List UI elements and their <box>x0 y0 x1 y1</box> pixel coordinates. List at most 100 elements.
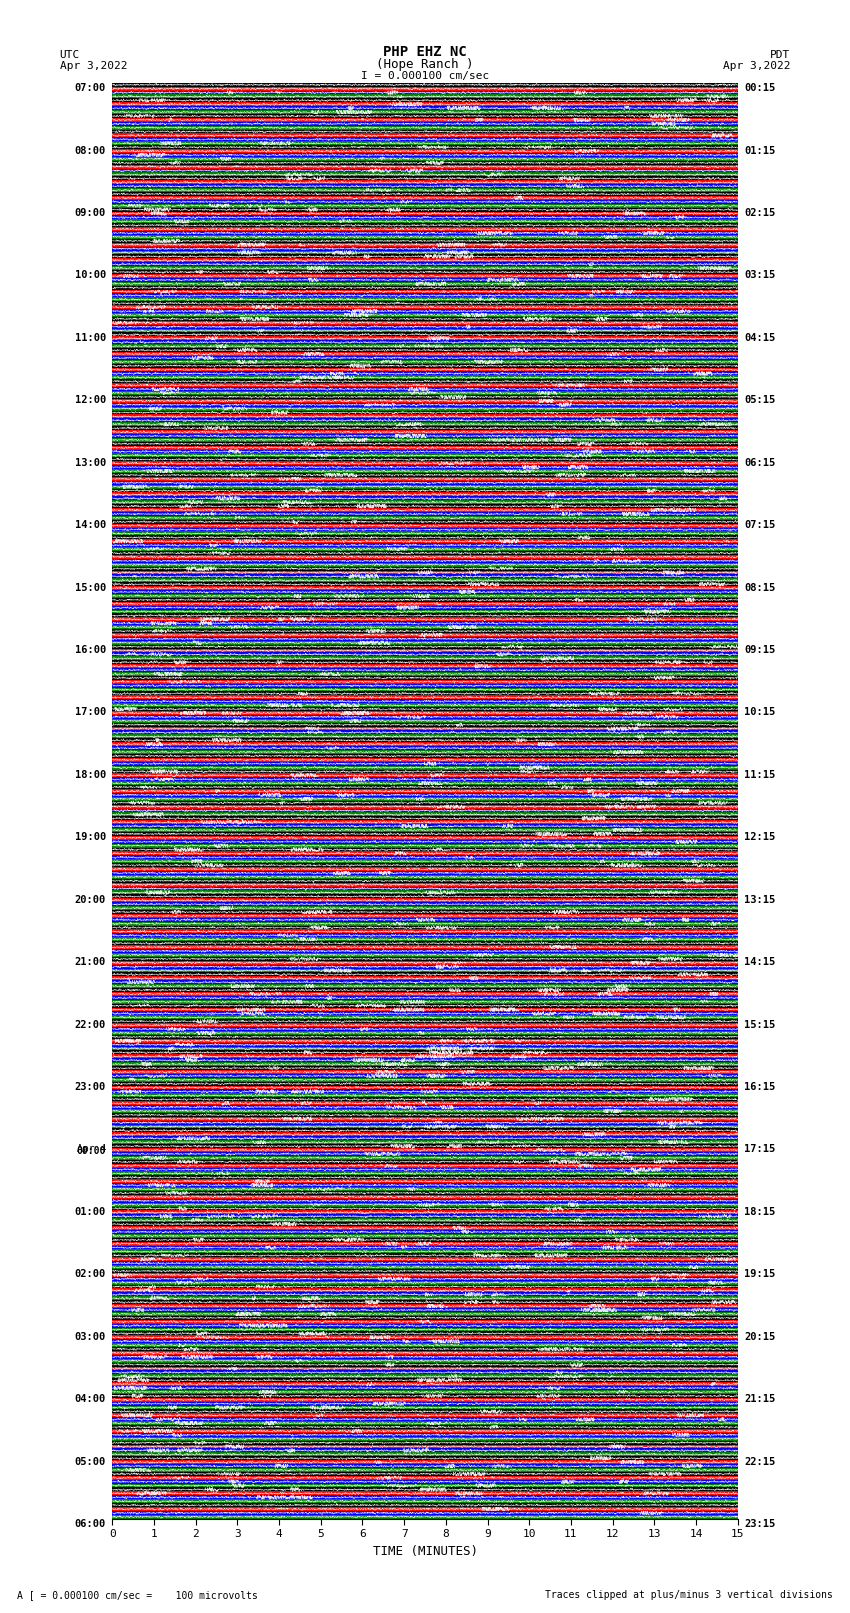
Bar <box>112 1129 738 1132</box>
Bar <box>112 726 738 731</box>
Bar <box>112 1390 738 1394</box>
Bar <box>112 898 738 902</box>
Bar <box>112 1110 738 1113</box>
Bar <box>112 1460 738 1465</box>
Bar <box>112 981 738 984</box>
Bar <box>112 926 738 929</box>
Bar <box>112 1495 738 1498</box>
Bar <box>112 337 738 340</box>
Bar <box>112 231 738 235</box>
Bar <box>112 871 738 874</box>
Text: 16:15: 16:15 <box>744 1082 775 1092</box>
Bar <box>112 1465 738 1468</box>
Bar <box>112 115 738 118</box>
Bar <box>112 1195 738 1198</box>
Bar <box>112 390 738 395</box>
Bar <box>112 637 738 640</box>
Text: 12:00: 12:00 <box>75 395 106 405</box>
Bar <box>112 703 738 706</box>
Bar <box>112 1418 738 1421</box>
Bar <box>112 1452 738 1457</box>
Bar <box>112 153 738 156</box>
Bar <box>112 1358 738 1363</box>
Bar <box>112 316 738 321</box>
Bar <box>112 208 738 211</box>
Text: 22:00: 22:00 <box>75 1019 106 1029</box>
Bar <box>112 519 738 524</box>
Bar <box>112 227 738 231</box>
Bar <box>112 469 738 473</box>
Bar <box>112 1094 738 1097</box>
Bar <box>112 1019 738 1023</box>
Bar <box>112 874 738 879</box>
Text: 09:00: 09:00 <box>75 208 106 218</box>
Bar <box>112 156 738 161</box>
Bar <box>112 192 738 195</box>
Bar <box>112 1437 738 1440</box>
Bar <box>112 376 738 379</box>
Bar <box>112 1429 738 1432</box>
Bar <box>112 1371 738 1374</box>
Bar <box>112 250 738 255</box>
Bar <box>112 656 738 660</box>
Bar <box>112 921 738 926</box>
Bar <box>112 321 738 324</box>
Bar <box>112 1269 738 1273</box>
Text: 04:00: 04:00 <box>75 1394 106 1405</box>
Bar <box>112 855 738 860</box>
Bar <box>112 652 738 656</box>
Bar <box>112 965 738 968</box>
Bar <box>112 1421 738 1424</box>
Bar <box>112 731 738 734</box>
Bar <box>112 269 738 274</box>
Bar <box>112 1082 738 1086</box>
Bar <box>112 406 738 411</box>
Bar <box>112 665 738 668</box>
Bar <box>112 453 738 458</box>
Bar <box>112 1289 738 1292</box>
Text: 20:15: 20:15 <box>744 1332 775 1342</box>
Bar <box>112 516 738 519</box>
Bar <box>112 992 738 995</box>
Bar <box>112 1311 738 1316</box>
Bar <box>112 344 738 348</box>
Bar <box>112 371 738 376</box>
Bar <box>112 679 738 684</box>
Bar <box>112 961 738 965</box>
Bar <box>112 777 738 781</box>
Bar <box>112 1253 738 1257</box>
Bar <box>112 1331 738 1336</box>
Bar <box>112 200 738 203</box>
Bar <box>112 294 738 297</box>
Bar <box>112 148 738 153</box>
Bar <box>112 860 738 863</box>
Bar <box>112 368 738 371</box>
Bar <box>112 1140 738 1144</box>
Bar <box>112 968 738 973</box>
Bar <box>112 1479 738 1484</box>
Bar <box>112 747 738 750</box>
Bar <box>112 423 738 426</box>
Bar <box>112 500 738 505</box>
Bar <box>112 907 738 910</box>
Bar <box>112 356 738 360</box>
Bar <box>112 181 738 184</box>
Bar <box>112 1316 738 1319</box>
Bar <box>112 1498 738 1503</box>
Bar <box>112 398 738 403</box>
Bar <box>112 1168 738 1171</box>
Bar <box>112 1347 738 1352</box>
Bar <box>112 492 738 497</box>
Text: 14:15: 14:15 <box>744 957 775 968</box>
Bar <box>112 505 738 508</box>
Bar <box>112 1152 738 1157</box>
Bar <box>112 684 738 687</box>
Bar <box>112 984 738 989</box>
Text: 18:15: 18:15 <box>744 1207 775 1216</box>
Bar <box>112 1226 738 1231</box>
Bar <box>112 1257 738 1261</box>
Bar <box>112 555 738 558</box>
Bar <box>112 102 738 106</box>
Bar <box>112 129 738 134</box>
Bar <box>112 1402 738 1405</box>
